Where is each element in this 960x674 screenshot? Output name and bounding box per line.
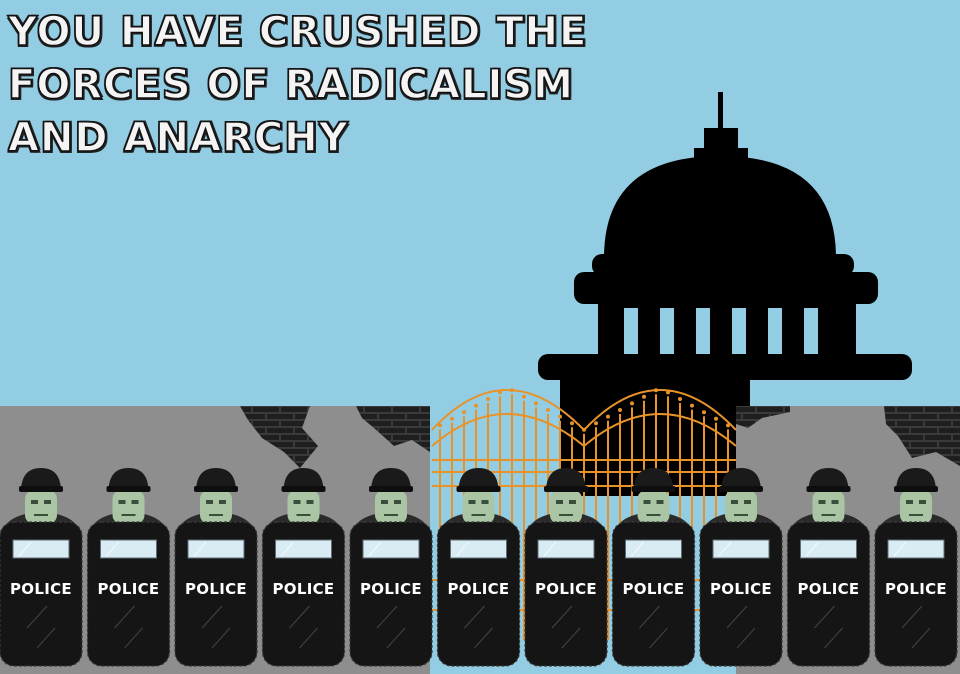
riot-shield: POLICE — [699, 521, 783, 667]
police-officer: POLICE — [874, 468, 958, 667]
police-officer: POLICE — [699, 468, 783, 667]
shield-police-label: POLICE — [98, 580, 160, 598]
police-officer: POLICE — [786, 468, 871, 667]
shield-police-label: POLICE — [10, 580, 72, 598]
police-officer: POLICE — [261, 468, 346, 667]
headline-line-2: FORCES OF RADICALISM — [7, 61, 574, 108]
headline-line-3: AND ANARCHY — [7, 114, 349, 161]
victory-headline: YOU HAVE CRUSHED THE FORCES OF RADICALIS… — [7, 6, 628, 165]
riot-shield: POLICE — [436, 521, 521, 667]
shield-police-label: POLICE — [535, 580, 597, 598]
headline-line-1: YOU HAVE CRUSHED THE — [7, 8, 588, 55]
riot-shield: POLICE — [174, 521, 258, 667]
riot-shield: POLICE — [349, 521, 433, 667]
police-officer: POLICE — [349, 468, 433, 667]
police-officer: POLICE — [86, 468, 171, 667]
shield-police-label: POLICE — [623, 580, 685, 598]
riot-shield: POLICE — [611, 521, 696, 667]
police-officer: POLICE — [174, 468, 258, 667]
riot-shield: POLICE — [524, 521, 608, 667]
police-officer: POLICE — [436, 468, 521, 667]
riot-shield: POLICE — [874, 521, 958, 667]
riot-shield: POLICE — [86, 521, 171, 667]
shield-police-label: POLICE — [448, 580, 510, 598]
police-line: POLICE POLICE POLICE POLICE POLICE POLICE POLI… — [0, 468, 958, 667]
police-officer: POLICE — [0, 468, 83, 667]
shield-police-label: POLICE — [710, 580, 772, 598]
police-officer: POLICE — [524, 468, 608, 667]
riot-shield: POLICE — [0, 521, 83, 667]
shield-police-label: POLICE — [273, 580, 335, 598]
shield-police-label: POLICE — [360, 580, 422, 598]
police-officer: POLICE — [611, 468, 696, 667]
riot-shield: POLICE — [261, 521, 346, 667]
riot-shield: POLICE — [786, 521, 871, 667]
shield-police-label: POLICE — [798, 580, 860, 598]
shield-police-label: POLICE — [885, 580, 947, 598]
shield-police-label: POLICE — [185, 580, 247, 598]
